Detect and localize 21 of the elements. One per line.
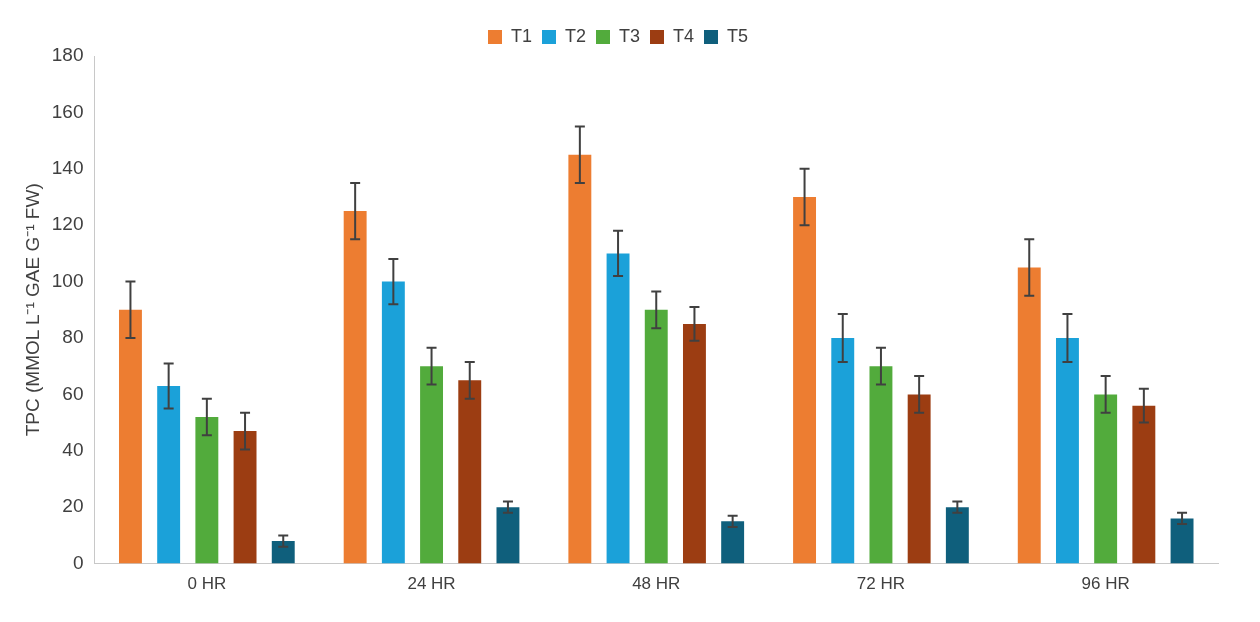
legend-label: T4 (673, 25, 695, 46)
y-axis-title: TPC (MMOL L⁻¹ GAE G⁻¹ FW) (21, 183, 43, 437)
y-tick-label: 40 (62, 439, 84, 461)
legend-label: T2 (564, 25, 587, 46)
x-tick-label: 24 HR (407, 574, 456, 594)
y-tick-label: 20 (62, 495, 84, 517)
y-tick-label: 140 (51, 157, 84, 179)
legend-label: T3 (619, 25, 641, 46)
y-tick-label: 0 (72, 551, 84, 573)
legend-label: T1 (510, 25, 532, 46)
y-tick-label: 100 (51, 269, 84, 291)
legend-label: T5 (727, 25, 749, 46)
x-tick-label: 0 HR (187, 574, 227, 594)
y-tick-label: 80 (62, 326, 84, 348)
y-tick-label: 120 (51, 213, 84, 235)
y-tick-label: 180 (51, 44, 84, 66)
x-tick-label: 96 HR (1081, 574, 1130, 594)
y-tick-label: 60 (62, 382, 84, 404)
x-tick-label: 72 HR (856, 574, 906, 594)
y-tick-label: 160 (51, 100, 84, 122)
x-tick-label: 48 HR (632, 574, 681, 594)
